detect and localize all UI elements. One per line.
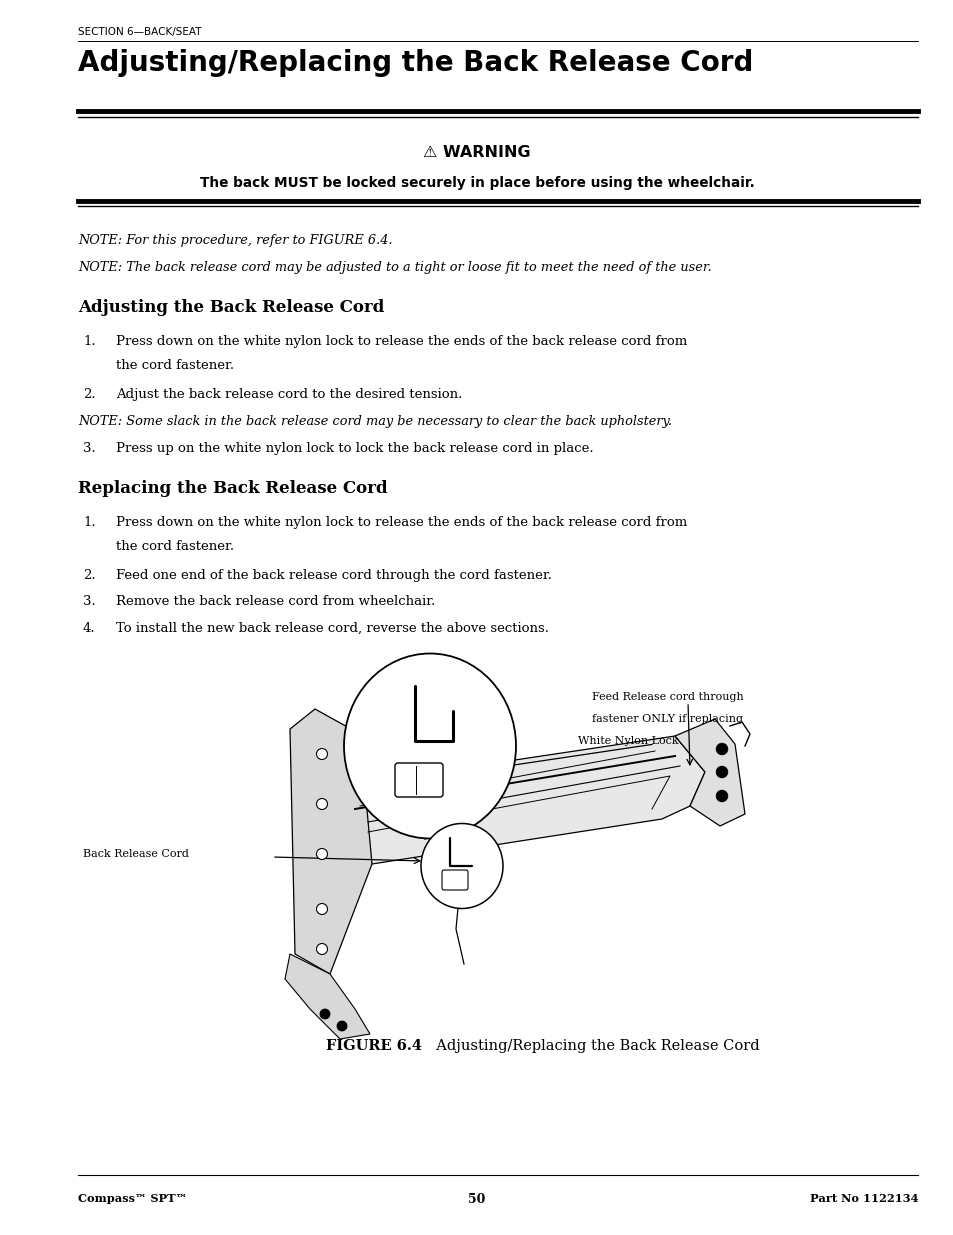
Circle shape bbox=[319, 1009, 330, 1019]
Text: SECTION 6—BACK/SEAT: SECTION 6—BACK/SEAT bbox=[78, 27, 201, 37]
Text: NOTE: Some slack in the back release cord may be necessary to clear the back uph: NOTE: Some slack in the back release cor… bbox=[78, 415, 672, 429]
Ellipse shape bbox=[344, 653, 516, 839]
FancyBboxPatch shape bbox=[441, 869, 468, 890]
Ellipse shape bbox=[420, 824, 502, 909]
Text: Adjusting/Replacing the Back Release Cord: Adjusting/Replacing the Back Release Cor… bbox=[78, 49, 753, 77]
Text: Press up on the white nylon lock to lock the back release cord in place.: Press up on the white nylon lock to lock… bbox=[116, 442, 593, 454]
Text: Adjust the back release cord to the desired tension.: Adjust the back release cord to the desi… bbox=[116, 388, 462, 401]
Text: Adjusting the Back Release Cord: Adjusting the Back Release Cord bbox=[78, 299, 384, 316]
Text: ⚠ WARNING: ⚠ WARNING bbox=[423, 144, 530, 159]
Text: 1.: 1. bbox=[83, 335, 95, 348]
Text: FIGURE 6.4: FIGURE 6.4 bbox=[326, 1039, 421, 1053]
Text: 2.: 2. bbox=[83, 569, 95, 582]
Circle shape bbox=[316, 904, 327, 914]
FancyBboxPatch shape bbox=[395, 763, 442, 797]
Text: NOTE: For this procedure, refer to FIGURE 6.4.: NOTE: For this procedure, refer to FIGUR… bbox=[78, 233, 393, 247]
Text: Press down on the white nylon lock to release the ends of the back release cord : Press down on the white nylon lock to re… bbox=[116, 516, 686, 529]
Text: 2.: 2. bbox=[83, 388, 95, 401]
Text: 1.: 1. bbox=[83, 516, 95, 529]
Text: Feed Release cord through: Feed Release cord through bbox=[592, 692, 743, 701]
Text: Compass™ SPT™: Compass™ SPT™ bbox=[78, 1193, 187, 1204]
Circle shape bbox=[316, 848, 327, 860]
Circle shape bbox=[316, 748, 327, 760]
Text: White Nylon Lock: White Nylon Lock bbox=[578, 736, 678, 746]
Text: To install the new back release cord, reverse the above sections.: To install the new back release cord, re… bbox=[116, 622, 548, 635]
Text: Press down on the white nylon lock to release the ends of the back release cord : Press down on the white nylon lock to re… bbox=[116, 335, 686, 348]
Polygon shape bbox=[290, 709, 372, 974]
Text: The back MUST be locked securely in place before using the wheelchair.: The back MUST be locked securely in plac… bbox=[199, 177, 754, 190]
Text: NOTE: The back release cord may be adjusted to a tight or loose fit to meet the : NOTE: The back release cord may be adjus… bbox=[78, 261, 711, 274]
Polygon shape bbox=[285, 953, 370, 1039]
Circle shape bbox=[316, 799, 327, 809]
Circle shape bbox=[716, 743, 727, 755]
Circle shape bbox=[716, 766, 727, 778]
Text: 3.: 3. bbox=[83, 442, 95, 454]
Text: Part No 1122134: Part No 1122134 bbox=[809, 1193, 917, 1204]
Text: Feed one end of the back release cord through the cord fastener.: Feed one end of the back release cord th… bbox=[116, 569, 552, 582]
Polygon shape bbox=[345, 736, 704, 864]
Polygon shape bbox=[675, 719, 744, 826]
Text: Back Release Cord: Back Release Cord bbox=[83, 848, 189, 860]
Text: the cord fastener.: the cord fastener. bbox=[116, 541, 233, 553]
Text: Adjusting/Replacing the Back Release Cord: Adjusting/Replacing the Back Release Cor… bbox=[427, 1039, 759, 1053]
Circle shape bbox=[316, 944, 327, 955]
Text: 3.: 3. bbox=[83, 595, 95, 609]
Text: the cord fastener.: the cord fastener. bbox=[116, 359, 233, 373]
Circle shape bbox=[716, 790, 727, 802]
Circle shape bbox=[336, 1021, 347, 1031]
Text: Remove the back release cord from wheelchair.: Remove the back release cord from wheelc… bbox=[116, 595, 435, 609]
Text: Replacing the Back Release Cord: Replacing the Back Release Cord bbox=[78, 480, 387, 496]
Text: fastener ONLY if replacing: fastener ONLY if replacing bbox=[592, 714, 742, 724]
Text: 4.: 4. bbox=[83, 622, 95, 635]
Text: 50: 50 bbox=[468, 1193, 485, 1207]
